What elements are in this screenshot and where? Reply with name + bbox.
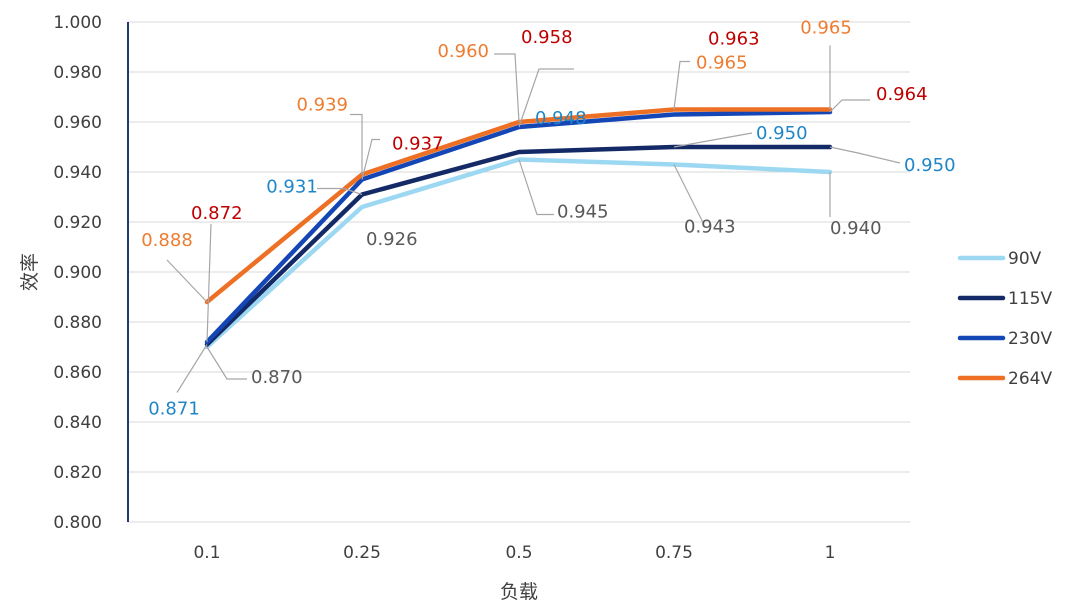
data-label-115V: 0.950	[756, 123, 808, 144]
data-label-230V: 0.872	[191, 203, 243, 224]
data-label-115V: 0.871	[148, 399, 200, 420]
x-tick-label: 0.5	[505, 543, 532, 563]
data-label-115V: 0.948	[535, 108, 587, 129]
label-leader-lines	[166, 45, 901, 393]
legend: 90V 115V 230V 264V	[957, 249, 1052, 389]
x-tick-label: 1	[825, 543, 836, 563]
data-label-230V: 0.958	[521, 27, 573, 48]
x-tick-label: 0.75	[655, 543, 693, 563]
label-leader-line	[206, 346, 247, 380]
data-label-90V: 0.943	[684, 217, 736, 238]
y-axis-ticks: 0.800 0.820 0.840 0.860 0.880 0.900 0.920 0.940…	[53, 13, 102, 533]
y-tick-label: 0.980	[53, 63, 102, 83]
series-line-115V	[204, 144, 833, 347]
label-leader-line	[829, 146, 901, 164]
label-leader-line	[829, 99, 870, 113]
label-leader-line	[673, 60, 690, 110]
data-label-264V: 0.960	[437, 41, 489, 62]
y-tick-label: 0.900	[53, 263, 102, 283]
legend-label: 264V	[1008, 369, 1052, 389]
y-tick-label: 0.860	[53, 363, 102, 383]
data-label-264V: 0.965	[800, 18, 852, 39]
y-tick-label: 0.960	[53, 113, 102, 133]
legend-label: 115V	[1008, 289, 1052, 309]
label-leader-line	[350, 113, 363, 175]
y-tick-label: 1.000	[53, 13, 102, 33]
legend-label: 230V	[1008, 329, 1052, 349]
y-tick-label: 0.920	[53, 213, 102, 233]
label-leader-line	[361, 138, 380, 180]
data-label-230V: 0.963	[708, 29, 760, 50]
label-leader-line	[176, 344, 208, 393]
x-tick-label: 0.1	[193, 543, 220, 563]
data-label-115V: 0.931	[266, 177, 318, 198]
label-leader-line	[317, 187, 363, 196]
label-leader-line	[206, 223, 212, 343]
y-tick-label: 0.800	[53, 513, 102, 533]
series-line-264V	[204, 107, 833, 305]
y-tick-label: 0.820	[53, 463, 102, 483]
data-label-90V: 0.926	[366, 229, 418, 250]
label-leader-line	[673, 132, 753, 148]
label-leader-line	[518, 68, 574, 128]
label-leader-line	[494, 53, 520, 123]
data-label-264V: 0.965	[696, 53, 748, 74]
x-axis-ticks: 0.1 0.25 0.5 0.75 1	[193, 543, 835, 563]
y-tick-label: 0.940	[53, 163, 102, 183]
x-tick-label: 0.25	[343, 543, 381, 563]
data-label-90V: 0.945	[557, 202, 609, 223]
label-leader-line	[166, 259, 208, 303]
data-label-230V: 0.964	[876, 84, 928, 105]
data-label-264V: 0.939	[296, 95, 348, 116]
data-label-90V: 0.870	[251, 367, 303, 388]
x-axis-title: 负载	[500, 581, 538, 603]
label-leader-line	[518, 159, 554, 216]
y-axis-title: 效率	[19, 253, 41, 291]
data-label-264V: 0.888	[141, 230, 193, 251]
series-lines	[204, 107, 833, 350]
legend-label: 90V	[1008, 249, 1042, 269]
y-tick-label: 0.840	[53, 413, 102, 433]
y-tick-label: 0.880	[53, 313, 102, 333]
label-leader-line	[673, 164, 705, 225]
data-label-115V: 0.950	[904, 155, 956, 176]
data-labels: 0.870 0.926 0.945 0.943 0.940 0.871 0.931 0.948…	[141, 18, 955, 420]
data-label-90V: 0.940	[830, 218, 882, 239]
data-label-230V: 0.937	[392, 134, 444, 155]
